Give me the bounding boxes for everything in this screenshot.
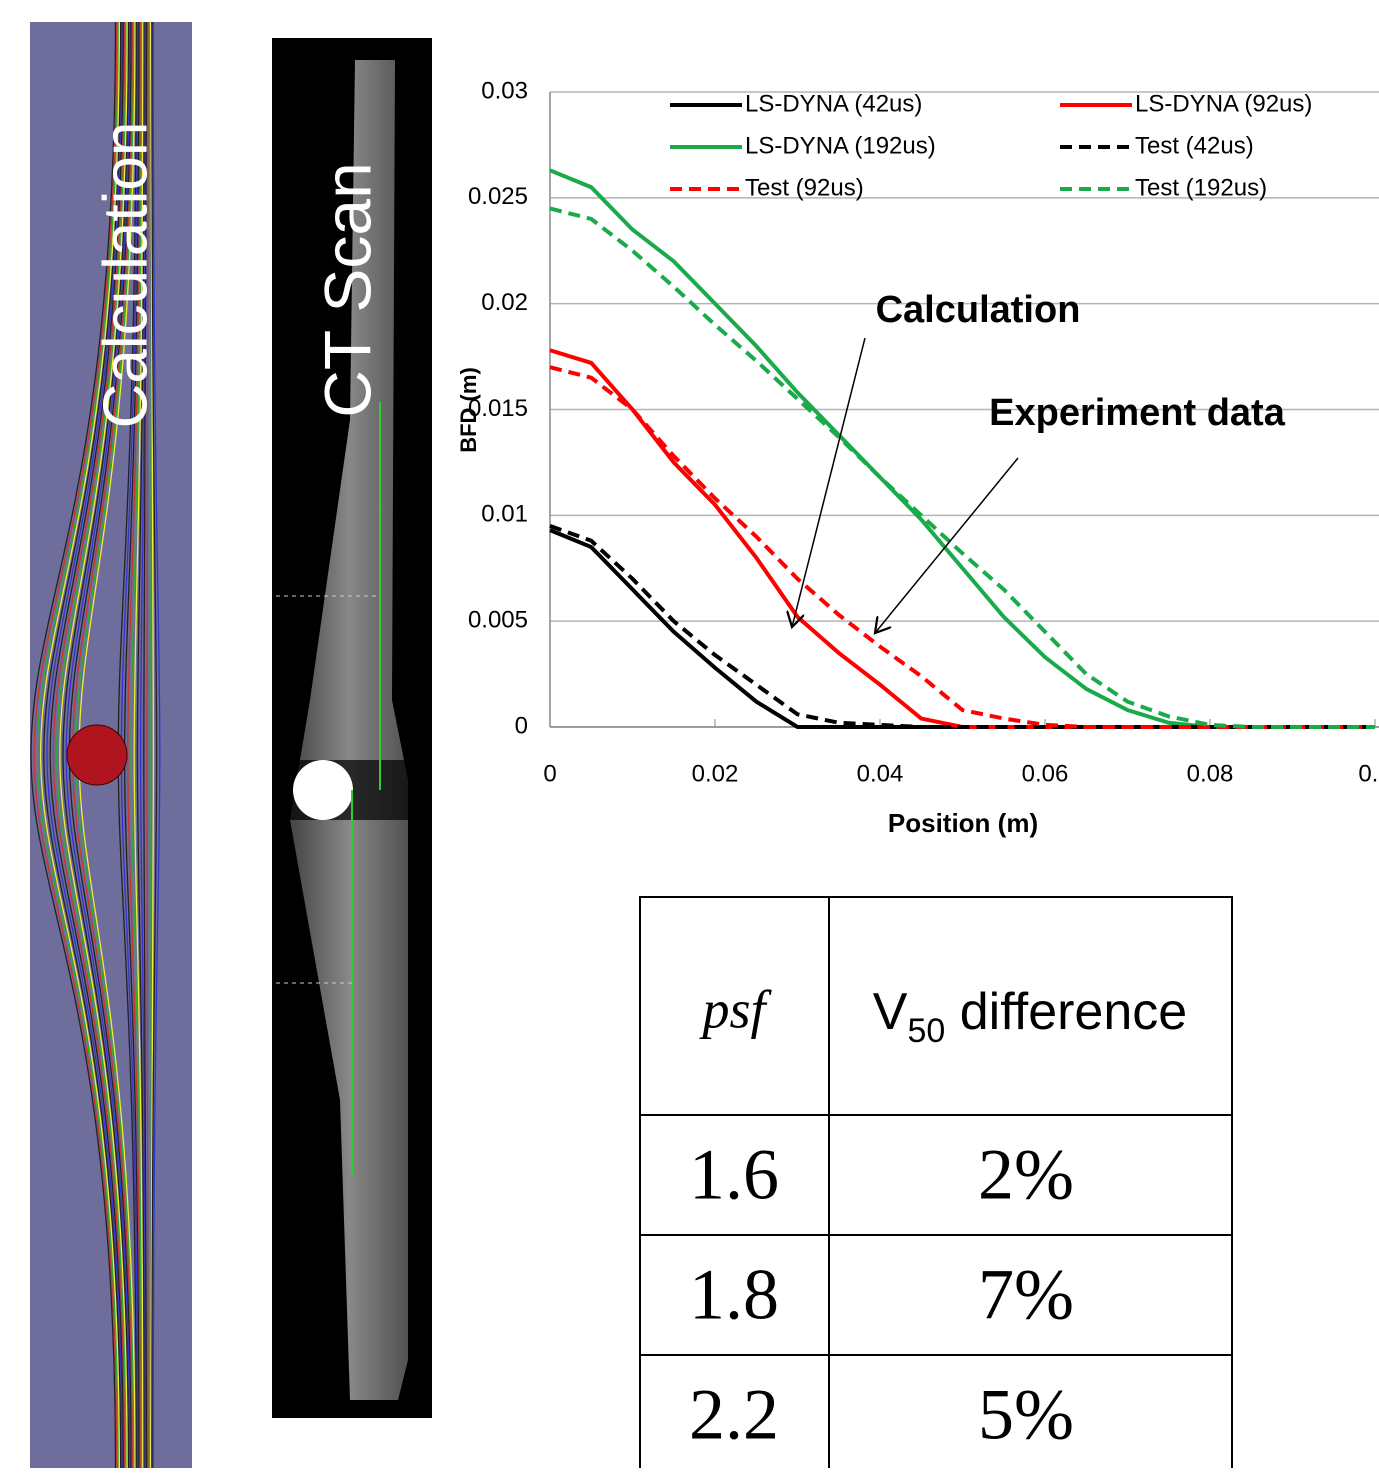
x-tick-label: 0.06 <box>1022 760 1069 787</box>
y-tick-label: 0.03 <box>481 77 528 104</box>
panel-label: CT Scan <box>310 162 384 418</box>
table-cell: 2.2 <box>689 1375 779 1455</box>
y-tick-label: 0.02 <box>481 289 528 316</box>
chart: BFD (m) Position (m) 00.0050.010.0150.02… <box>456 77 1379 838</box>
ct-panel: CT Scan <box>272 38 432 1418</box>
header-text: V <box>873 983 908 1041</box>
y-tick-label: 0.025 <box>468 183 528 210</box>
legend-label: LS-DYNA (92us) <box>1135 90 1312 117</box>
series-line <box>550 208 1375 727</box>
annotation-arrow <box>792 338 865 627</box>
series-line <box>550 530 1375 727</box>
page: Calculation CT Scan BFD (m) Position (m)… <box>0 0 1379 1468</box>
series-line <box>550 170 1375 727</box>
y-tick-label: 0.01 <box>481 501 528 528</box>
x-tick-label: 0.1 <box>1358 760 1379 787</box>
table-cell: 1.6 <box>689 1135 779 1215</box>
legend-label: Test (192us) <box>1135 174 1267 201</box>
x-tick-label: 0.02 <box>692 760 739 787</box>
legend-label: LS-DYNA (192us) <box>745 132 936 159</box>
table-cell: 7% <box>978 1255 1074 1335</box>
calculation-panel: Calculation <box>30 22 192 1468</box>
header-cell: V50 difference <box>873 983 1187 1050</box>
annotation: Calculation <box>876 289 1081 331</box>
header-text: difference <box>945 983 1187 1041</box>
x-tick-label: 0.04 <box>857 760 904 787</box>
y-tick-label: 0 <box>515 712 528 739</box>
table-cell: 2% <box>978 1135 1074 1215</box>
x-tick-label: 0.08 <box>1187 760 1234 787</box>
legend-label: LS-DYNA (42us) <box>745 90 922 117</box>
y-tick-label: 0.005 <box>468 607 528 634</box>
y-tick-label: 0.015 <box>468 395 528 422</box>
x-axis-label: Position (m) <box>888 808 1038 838</box>
figure: Calculation CT Scan BFD (m) Position (m)… <box>0 0 1379 1468</box>
projectile <box>67 725 127 785</box>
table-body: 1.6 2% 1.8 7% 2.2 5% <box>689 1135 1074 1455</box>
x-tick-label: 0 <box>543 760 556 787</box>
header-sub: 50 <box>907 1012 945 1050</box>
table-cell: 1.8 <box>689 1255 779 1335</box>
series-line <box>550 526 1375 727</box>
table: psf V50 difference 1.6 2% 1.8 7% 2.2 5% <box>640 897 1232 1468</box>
header-cell: psf <box>698 979 772 1039</box>
panel-label: Calculation <box>91 122 160 429</box>
legend-label: Test (92us) <box>745 174 864 201</box>
annotation: Experiment data <box>989 392 1286 434</box>
projectile <box>293 760 353 820</box>
table-cell: 5% <box>978 1375 1074 1455</box>
legend-label: Test (42us) <box>1135 132 1254 159</box>
